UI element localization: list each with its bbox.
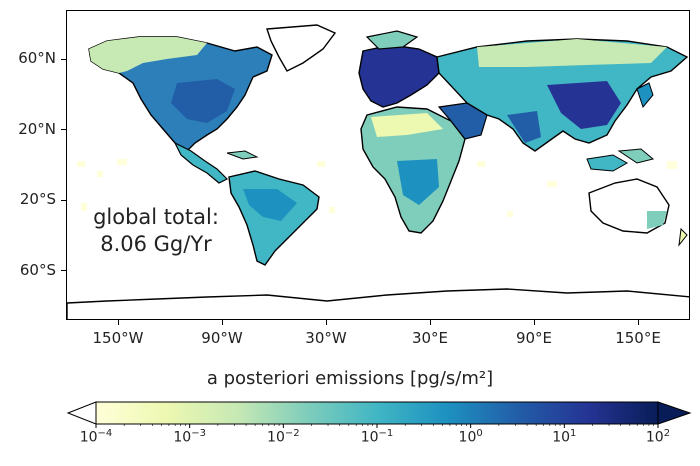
lon-tick-label: 150°W xyxy=(92,329,144,347)
greenland xyxy=(266,24,337,72)
global-total-annotation: global total: 8.06 Gg/Yr xyxy=(74,204,238,258)
antarctica xyxy=(67,288,689,319)
colorbar-tick-label: 10−4 xyxy=(79,428,113,446)
lon-tick xyxy=(637,320,639,325)
lat-tick xyxy=(61,270,66,272)
annotation-line1: global total: xyxy=(93,205,219,229)
colorbar-tick-label: 10−1 xyxy=(360,428,394,446)
colorbar-tick-label: 10−2 xyxy=(267,428,300,446)
colorbar-title: a posteriori emissions [pg/s/m²] xyxy=(206,368,494,389)
world-map xyxy=(67,24,689,319)
lon-tick-label: 30°W xyxy=(305,329,347,347)
lat-tick xyxy=(61,199,66,201)
colorbar-tick-label: 100 xyxy=(458,428,483,446)
lon-tick-label: 90°E xyxy=(515,329,553,347)
colorbar-tick-label: 102 xyxy=(645,428,671,446)
colorbar-extend-high-tip xyxy=(657,401,692,425)
map-panel xyxy=(66,10,690,320)
lon-tick xyxy=(221,320,223,325)
lon-tick-label: 30°E xyxy=(411,329,449,347)
annotation-line2: 8.06 Gg/Yr xyxy=(100,232,212,256)
lat-tick-label: 20°S xyxy=(19,190,56,209)
lat-tick xyxy=(61,58,66,60)
lon-tick xyxy=(533,320,535,325)
europe-emissions xyxy=(358,44,440,108)
lon-tick xyxy=(429,320,431,325)
lat-tick-label: 20°N xyxy=(18,119,56,138)
lat-tick xyxy=(61,129,66,131)
lat-tick-label: 60°N xyxy=(18,49,56,68)
colorbar-gradient xyxy=(95,401,659,425)
lon-tick-label: 150°E xyxy=(615,329,661,347)
colorbar xyxy=(66,401,692,428)
lat-tick-label: 60°S xyxy=(19,260,56,279)
ocean-emissions xyxy=(77,159,677,217)
lon-tick xyxy=(325,320,327,325)
colorbar-tick-label: 10−3 xyxy=(173,428,206,446)
lon-tick-label: 90°W xyxy=(201,329,243,347)
lon-tick xyxy=(117,320,119,325)
colorbar-tick-label: 101 xyxy=(552,428,577,446)
